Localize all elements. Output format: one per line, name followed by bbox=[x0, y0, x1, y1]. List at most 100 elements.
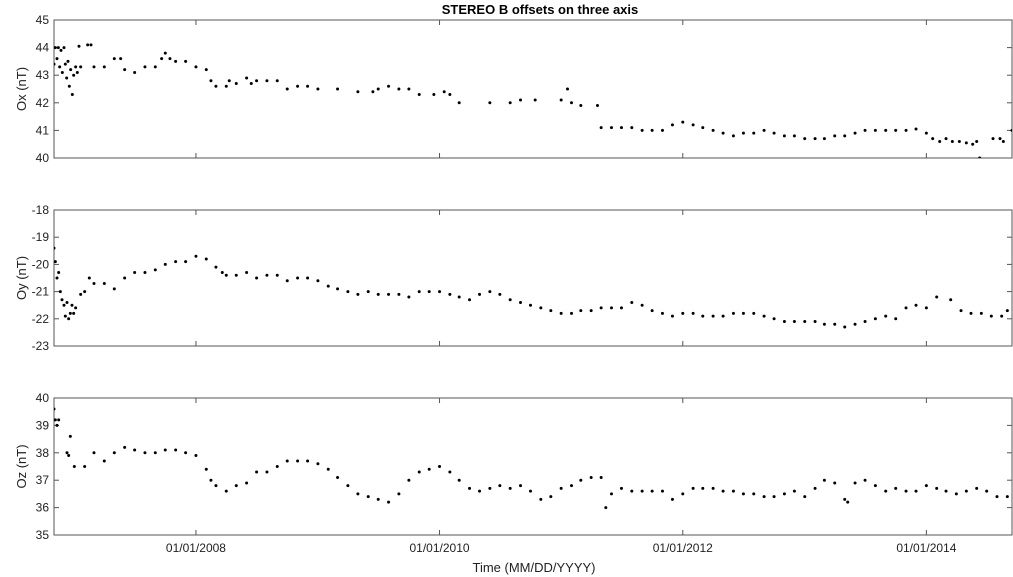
data-point bbox=[265, 470, 269, 474]
data-point bbox=[448, 292, 452, 296]
data-point bbox=[397, 292, 401, 296]
y-axis-label: Oz (nT) bbox=[14, 444, 29, 488]
data-point bbox=[529, 303, 533, 307]
data-point bbox=[68, 434, 72, 438]
data-point bbox=[57, 418, 61, 422]
data-point bbox=[595, 104, 599, 108]
data-point bbox=[1001, 139, 1005, 143]
data-point bbox=[863, 320, 867, 324]
data-point bbox=[630, 300, 634, 304]
data-point bbox=[123, 68, 127, 72]
data-point bbox=[904, 306, 908, 310]
data-point bbox=[853, 322, 857, 326]
data-point bbox=[69, 68, 73, 72]
data-point bbox=[569, 484, 573, 488]
data-point bbox=[356, 292, 360, 296]
data-point bbox=[519, 300, 523, 304]
data-point bbox=[59, 48, 63, 52]
data-point bbox=[650, 489, 654, 493]
data-point bbox=[843, 325, 847, 329]
plot-frame bbox=[53, 397, 1013, 536]
data-point bbox=[163, 262, 167, 266]
data-point bbox=[731, 489, 735, 493]
panel-2: -23 -22 -21 -20 -19 -18 Oy (nT) bbox=[14, 203, 1013, 353]
y-tick-label: 43 bbox=[36, 68, 50, 82]
data-point bbox=[306, 84, 310, 88]
data-point bbox=[803, 320, 807, 324]
data-point bbox=[964, 489, 968, 493]
plot-frame bbox=[53, 209, 1013, 347]
panels: 40 41 42 43 44 45 Ox (nT) -23 -22 -21 -20 -19 -18 Oy … bbox=[14, 13, 1013, 555]
data-point bbox=[741, 311, 745, 315]
y-tick-label: -21 bbox=[32, 285, 50, 299]
data-point bbox=[376, 87, 380, 91]
data-point bbox=[356, 90, 360, 94]
data-point bbox=[54, 246, 56, 250]
data-point bbox=[519, 98, 523, 102]
data-point bbox=[529, 489, 533, 493]
data-point bbox=[143, 451, 147, 455]
data-point bbox=[224, 84, 228, 88]
data-point bbox=[559, 98, 563, 102]
data-point bbox=[227, 79, 231, 83]
data-point bbox=[853, 481, 857, 485]
data-point bbox=[174, 59, 178, 63]
data-point bbox=[873, 484, 877, 488]
data-point bbox=[65, 451, 69, 455]
data-point bbox=[985, 489, 989, 493]
y-tick-label: 41 bbox=[36, 123, 50, 137]
data-point bbox=[843, 497, 847, 501]
data-point bbox=[74, 65, 78, 69]
data-point bbox=[68, 311, 72, 315]
data-point bbox=[519, 484, 523, 488]
data-point bbox=[813, 486, 817, 490]
y-tick-label: -20 bbox=[32, 257, 50, 271]
data-point bbox=[599, 306, 603, 310]
data-point bbox=[640, 128, 644, 132]
data-points bbox=[54, 407, 1009, 510]
data-point bbox=[92, 65, 96, 69]
data-point bbox=[75, 70, 79, 74]
data-point bbox=[731, 311, 735, 315]
data-point bbox=[589, 309, 593, 313]
data-point bbox=[599, 126, 603, 130]
data-point bbox=[153, 451, 157, 455]
data-point bbox=[670, 314, 674, 318]
data-point bbox=[559, 311, 563, 315]
data-point bbox=[914, 489, 918, 493]
data-point bbox=[209, 478, 213, 482]
data-point bbox=[356, 492, 360, 496]
data-point bbox=[86, 43, 90, 47]
data-point bbox=[772, 131, 776, 135]
y-tick-label: -23 bbox=[32, 339, 50, 353]
data-point bbox=[65, 76, 69, 80]
data-point bbox=[56, 46, 60, 50]
y-tick-label: 36 bbox=[36, 501, 50, 515]
data-point bbox=[599, 475, 603, 479]
data-point bbox=[508, 298, 512, 302]
data-point bbox=[813, 320, 817, 324]
data-point bbox=[448, 470, 452, 474]
data-point bbox=[1000, 314, 1004, 318]
data-point bbox=[681, 120, 685, 124]
data-point bbox=[74, 306, 78, 310]
data-point bbox=[417, 470, 421, 474]
data-point bbox=[204, 467, 208, 471]
data-point bbox=[316, 87, 320, 91]
data-point bbox=[457, 101, 461, 105]
x-tick-label: 01/01/2010 bbox=[410, 541, 470, 555]
data-point bbox=[549, 309, 553, 313]
data-point bbox=[245, 271, 249, 275]
data-point bbox=[938, 139, 942, 143]
data-point bbox=[306, 459, 310, 463]
data-point bbox=[508, 486, 512, 490]
data-point bbox=[112, 451, 116, 455]
data-point bbox=[457, 478, 461, 482]
data-point bbox=[63, 62, 67, 66]
y-tick-label: 39 bbox=[36, 418, 50, 432]
panel-3: 35 36 37 38 39 40 Oz (nT) bbox=[14, 391, 1013, 542]
data-point bbox=[701, 126, 705, 130]
data-point bbox=[112, 287, 116, 291]
data-point bbox=[944, 137, 948, 141]
data-point bbox=[255, 470, 259, 474]
